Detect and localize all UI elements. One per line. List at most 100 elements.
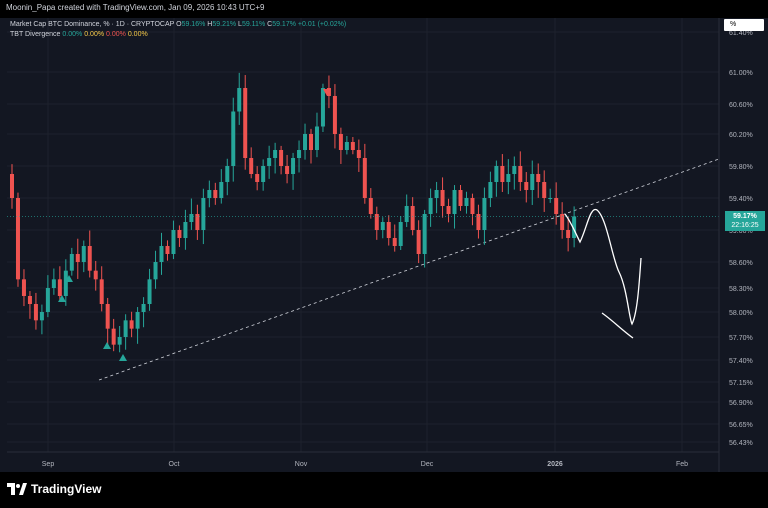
candle-body [291,158,296,174]
candle-body [51,279,56,288]
candle-body [249,158,254,174]
candle-body [75,254,80,262]
candle-body [261,166,266,182]
legend-open-label: O [176,21,182,28]
candle-body [536,174,541,182]
candle-body [147,279,152,304]
projection-curve-tail [601,312,634,339]
x-tick-label: Sep [42,461,55,468]
buy-signal-marker [65,275,73,282]
candle-body [267,158,272,166]
y-tick-label: 60.60% [729,102,753,109]
candle-body [428,198,433,214]
y-tick-label: 56.65% [729,422,753,429]
candle-body [338,134,343,150]
candle-body [201,198,206,230]
price-chart[interactable]: 61.40% 61.00% 60.60% 60.20% 59.80% 59.40% 59.0… [7,18,768,472]
candle-body [153,262,158,280]
candle-body [344,142,349,150]
candle-body [548,198,553,199]
y-tick-label: 60.20% [729,132,753,139]
x-tick-label: 2026 [547,461,563,468]
candle-body [560,214,565,230]
last-price: 59.17% [733,213,757,220]
candle-body [171,230,176,254]
candle-body [111,328,116,345]
candle-body [392,238,397,246]
candle-body [332,96,337,134]
candle-body [309,134,313,150]
sell-signal-marker [323,89,331,96]
indicator-value-4: 0.00% [127,31,148,38]
bar-countdown: 22:16:25 [731,222,759,229]
x-tick-label: Feb [676,461,688,468]
candle-body [488,182,493,198]
candle-body [440,190,445,206]
candle-body [446,206,451,214]
y-tick-label: 61.40% [729,30,753,37]
candle-body [512,166,517,174]
candle-body [123,320,128,337]
candle-body [350,142,355,150]
y-tick-label: 57.15% [729,380,753,387]
footer-bar [0,472,768,508]
candle-body [87,246,92,271]
candle-body [303,134,308,150]
candle-body [189,214,194,222]
legend-indicator-row: TBT Divergence 0.00% 0.00% 0.00% 0.00% [10,30,346,40]
candles [7,72,719,353]
candle-body [518,166,523,182]
candle-body [566,230,571,238]
tradingview-logo[interactable]: TradingView [7,482,101,496]
buy-signal-marker [58,295,66,302]
candle-body [470,198,475,214]
candle-body [21,279,26,296]
candle-body [27,296,32,304]
percent-scale-button[interactable]: % [724,19,764,31]
candle-body [57,279,62,296]
candle-body [458,190,463,206]
legend-change: +0.01 (+0.02%) [297,21,347,28]
candle-body [285,166,290,174]
candle-body [356,150,361,158]
candle-body [237,88,242,112]
buy-signal-marker [119,354,127,361]
candle-body [129,320,134,329]
y-axis-ticks: 61.40% 61.00% 60.60% 60.20% 59.80% 59.40% 59.0… [729,30,753,447]
candle-body [506,174,511,182]
candle-body [494,166,499,182]
candle-body [93,270,98,280]
candle-body [500,166,505,182]
support-trendline [98,158,720,381]
candle-body [398,222,403,246]
candle-body [117,337,122,345]
y-tick-label: 59.40% [729,196,753,203]
candle-body [213,190,218,198]
legend-open: 59.16% [181,21,206,28]
candle-body [243,88,248,158]
last-price-tag: 59.17% 22:16:25 [725,211,765,231]
candle-body [297,150,302,158]
x-tick-label: Oct [169,461,180,468]
candle-body [63,270,68,296]
candle-body [231,111,236,166]
candle-body [99,279,104,304]
candle-body [524,182,529,190]
y-tick-label: 58.60% [729,260,753,267]
trendline [98,158,720,381]
candle-body [219,182,224,198]
candle-body [362,158,367,198]
x-tick-label: Dec [421,461,434,468]
candle-body [320,88,325,127]
x-tick-label: Nov [295,461,308,468]
candle-body [404,206,409,222]
candle-body [434,190,439,198]
brand-name: TradingView [31,482,102,496]
candle-body [81,246,86,262]
legend-high-label: H [207,21,213,28]
indicator-value-3: 0.00% [106,31,126,38]
y-tick-label: 57.70% [729,335,753,342]
y-tick-label: 58.00% [729,310,753,317]
candle-body [141,304,146,312]
candle-body [10,174,14,198]
